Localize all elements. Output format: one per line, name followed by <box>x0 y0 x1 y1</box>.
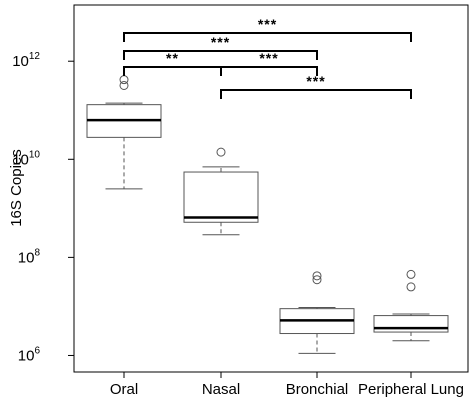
y-tick-exponent: 8 <box>34 247 40 258</box>
outlier-point <box>119 80 129 90</box>
outlier-point <box>406 282 416 292</box>
significance-bracket: ** <box>123 50 222 76</box>
bracket-line <box>123 32 412 42</box>
x-category-label: Peripheral Lung <box>358 381 464 398</box>
y-tick-label: 108 <box>18 247 41 266</box>
x-category-label: Bronchial <box>286 381 349 398</box>
significance-label: *** <box>258 16 277 32</box>
y-tick-label: 1010 <box>12 149 40 168</box>
x-axis-labels: Oral Nasal Bronchial Peripheral Lung <box>110 372 464 398</box>
y-axis-label: 16S Copies <box>8 149 25 227</box>
y-tick-base: 10 <box>12 151 29 168</box>
outlier-point <box>119 75 129 85</box>
bracket-line <box>123 66 222 76</box>
bracket-line <box>220 89 412 99</box>
significance-brackets: ******** ****** <box>123 16 412 99</box>
significance-label: *** <box>211 34 230 50</box>
y-tick-exponent: 10 <box>29 149 41 160</box>
y-tick-exponent: 12 <box>29 51 41 62</box>
significance-bracket: *** <box>123 34 318 60</box>
y-tick-label: 1012 <box>12 51 40 70</box>
bracket-line <box>220 66 318 76</box>
outlier-point <box>312 271 322 281</box>
y-tick-label: 106 <box>18 345 41 364</box>
significance-label: *** <box>259 50 278 66</box>
outlier-point <box>216 147 226 157</box>
outlier-point <box>406 269 416 279</box>
significance-bracket: *** <box>220 73 412 99</box>
y-tick-exponent: 6 <box>34 345 40 356</box>
significance-label: ** <box>166 50 179 66</box>
outlier-point <box>312 275 322 285</box>
y-tick-base: 10 <box>12 53 29 70</box>
boxes-layer <box>86 75 449 354</box>
significance-bracket: *** <box>220 50 318 76</box>
x-category-label: Nasal <box>202 381 240 398</box>
box-oral <box>86 75 162 190</box>
box-iqr <box>373 315 449 333</box>
box-peripheral-lung <box>373 269 449 342</box>
y-tick-base: 10 <box>18 347 35 364</box>
box-bronchial <box>279 271 355 354</box>
box-nasal <box>183 147 259 236</box>
bracket-line <box>123 50 318 60</box>
x-category-label: Oral <box>110 381 138 398</box>
plot-frame <box>73 4 469 373</box>
significance-label: *** <box>306 73 325 89</box>
box-iqr <box>183 171 259 223</box>
significance-bracket: *** <box>123 16 412 42</box>
y-tick-base: 10 <box>18 249 35 266</box>
